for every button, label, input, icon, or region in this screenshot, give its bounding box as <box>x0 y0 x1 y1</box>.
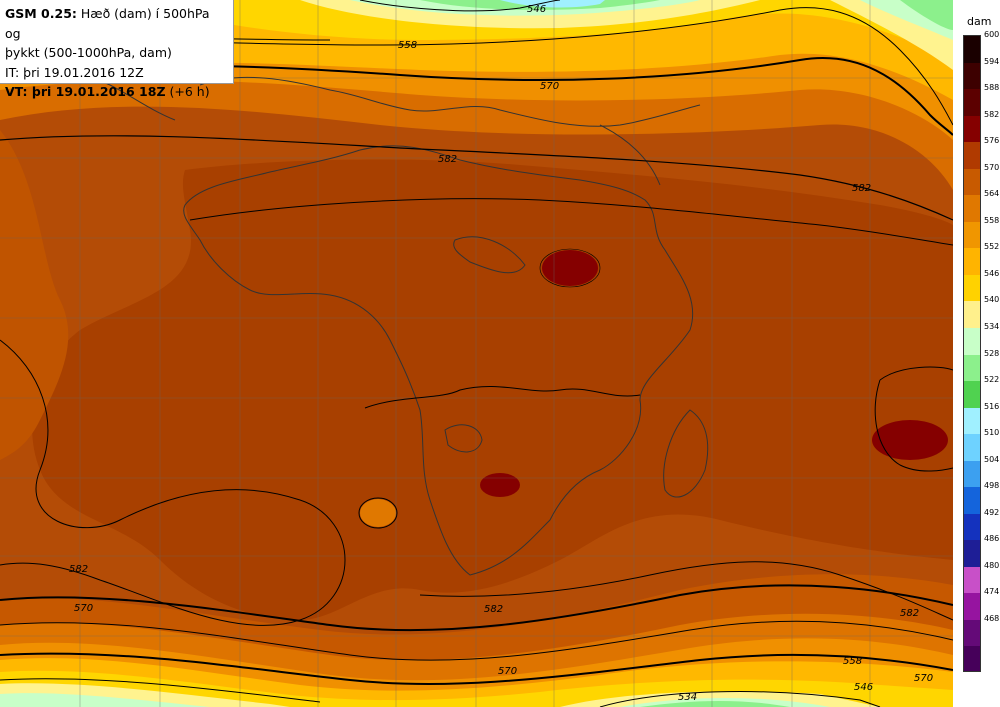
weather-map: 546 558 570 582 582 582 570 582 558 534 … <box>0 0 953 707</box>
band-540-north <box>300 0 953 70</box>
band-522-north <box>500 0 605 8</box>
contour-label-582-east: 582 <box>852 183 871 194</box>
info-line-thickness: þykkt (500-1000hPa, dam) <box>5 45 172 60</box>
legend-tick-label: 510 <box>984 428 1000 438</box>
legend-swatch <box>964 195 980 223</box>
legend-swatch <box>964 142 980 170</box>
band-534-south <box>640 700 790 707</box>
legend-swatch <box>964 566 980 594</box>
legend-swatch <box>964 619 980 647</box>
legend-tick-label: 540 <box>984 295 1000 305</box>
legend-tick-label: 516 <box>984 401 1000 411</box>
contour-label-546-top: 546 <box>527 4 546 15</box>
legend-tick-label: 564 <box>984 189 1000 199</box>
legend-tick-label: 600 <box>984 30 1000 39</box>
high-cell-ethiopia <box>542 250 598 286</box>
legend-tick-label: 492 <box>984 507 1000 517</box>
contour-label-570-bottom: 570 <box>498 666 517 677</box>
contour-label-570-top: 570 <box>540 81 559 92</box>
legend-swatch <box>964 62 980 90</box>
legend-swatch <box>964 381 980 409</box>
legend-swatch <box>964 115 980 143</box>
legend-tick-label: 534 <box>984 321 1000 331</box>
band-528-north <box>420 0 953 30</box>
color-legend: dam 600 594 588 582 576 570 564 558 552 546 540 534… <box>953 0 1000 707</box>
contour-label-558-se: 558 <box>843 656 862 667</box>
model-name: GSM 0.25: <box>5 6 77 21</box>
legend-tick-label: 486 <box>984 534 1000 544</box>
low-cell-atlantic <box>360 499 396 527</box>
legend-swatch <box>964 248 980 276</box>
high-cell-south-africa <box>480 473 520 497</box>
forecast-hour: (+6 h) <box>169 84 210 99</box>
contour-label-582-south: 582 <box>484 604 503 615</box>
map-info-box: GSM 0.25: Hæð (dam) í 500hPa og þykkt (5… <box>0 0 234 99</box>
legend-unit: dam <box>967 15 992 28</box>
contour-label-582-sw: 582 <box>69 564 88 575</box>
legend-swatch <box>964 646 980 671</box>
legend-swatch <box>964 301 980 329</box>
legend-tick-label: 570 <box>984 162 1000 172</box>
contour-label-570-sw: 570 <box>74 603 93 614</box>
contour-label-534-bottom: 534 <box>678 692 697 703</box>
contour-label-558-top: 558 <box>398 40 417 51</box>
legend-swatch <box>964 168 980 196</box>
legend-tick-label: 468 <box>984 613 1000 623</box>
legend-tick-label: 480 <box>984 560 1000 570</box>
band-582-center <box>32 159 953 621</box>
legend-tick-label: 528 <box>984 348 1000 358</box>
legend-swatch <box>964 89 980 117</box>
legend-tick-label: 552 <box>984 242 1000 252</box>
info-initial-time: IT: þri 19.01.2016 12Z <box>5 64 144 80</box>
legend-swatch <box>964 221 980 249</box>
legend-tick-label: 588 <box>984 83 1000 93</box>
legend-swatch <box>964 540 980 568</box>
legend-tick-label: 546 <box>984 268 1000 278</box>
coastlines <box>0 67 709 576</box>
contour-label-582-se: 582 <box>900 608 919 619</box>
legend-tick-label: 522 <box>984 375 1000 385</box>
legend-tick-label: 576 <box>984 136 1000 146</box>
contour-label-570-se: 570 <box>914 673 933 684</box>
legend-tick-label: 474 <box>984 587 1000 597</box>
legend-swatch <box>964 593 980 621</box>
legend-swatch <box>964 513 980 541</box>
legend-swatch <box>964 407 980 435</box>
legend-tick-label: 558 <box>984 215 1000 225</box>
legend-swatch <box>964 487 980 515</box>
legend-swatch <box>964 460 980 488</box>
legend-swatch <box>964 274 980 302</box>
legend-tick-label: 498 <box>984 481 1000 491</box>
legend-swatch <box>964 354 980 382</box>
legend-tick-label: 594 <box>984 56 1000 66</box>
legend-color-bar <box>963 35 981 672</box>
legend-tick-label: 582 <box>984 109 1000 119</box>
info-valid-time: VT: þri 19.01.2016 18Z (+6 h) <box>5 82 228 102</box>
band-576-west <box>0 130 69 460</box>
legend-swatch <box>964 434 980 462</box>
band-546-north <box>130 0 953 60</box>
contour-label-546-se: 546 <box>854 682 873 693</box>
high-cell-east <box>872 420 948 460</box>
legend-tick-label: 504 <box>984 454 1000 464</box>
band-546-south <box>0 683 880 707</box>
field-description: Hæð (dam) í 500hPa og <box>5 6 210 41</box>
legend-swatch <box>964 36 980 64</box>
contour-label-582-center: 582 <box>438 154 457 165</box>
legend-swatch <box>964 327 980 355</box>
info-line-model: GSM 0.25: Hæð (dam) í 500hPa og <box>5 4 228 43</box>
valid-time-label: VT: þri 19.01.2016 18Z <box>5 84 166 99</box>
graticule <box>0 0 953 707</box>
